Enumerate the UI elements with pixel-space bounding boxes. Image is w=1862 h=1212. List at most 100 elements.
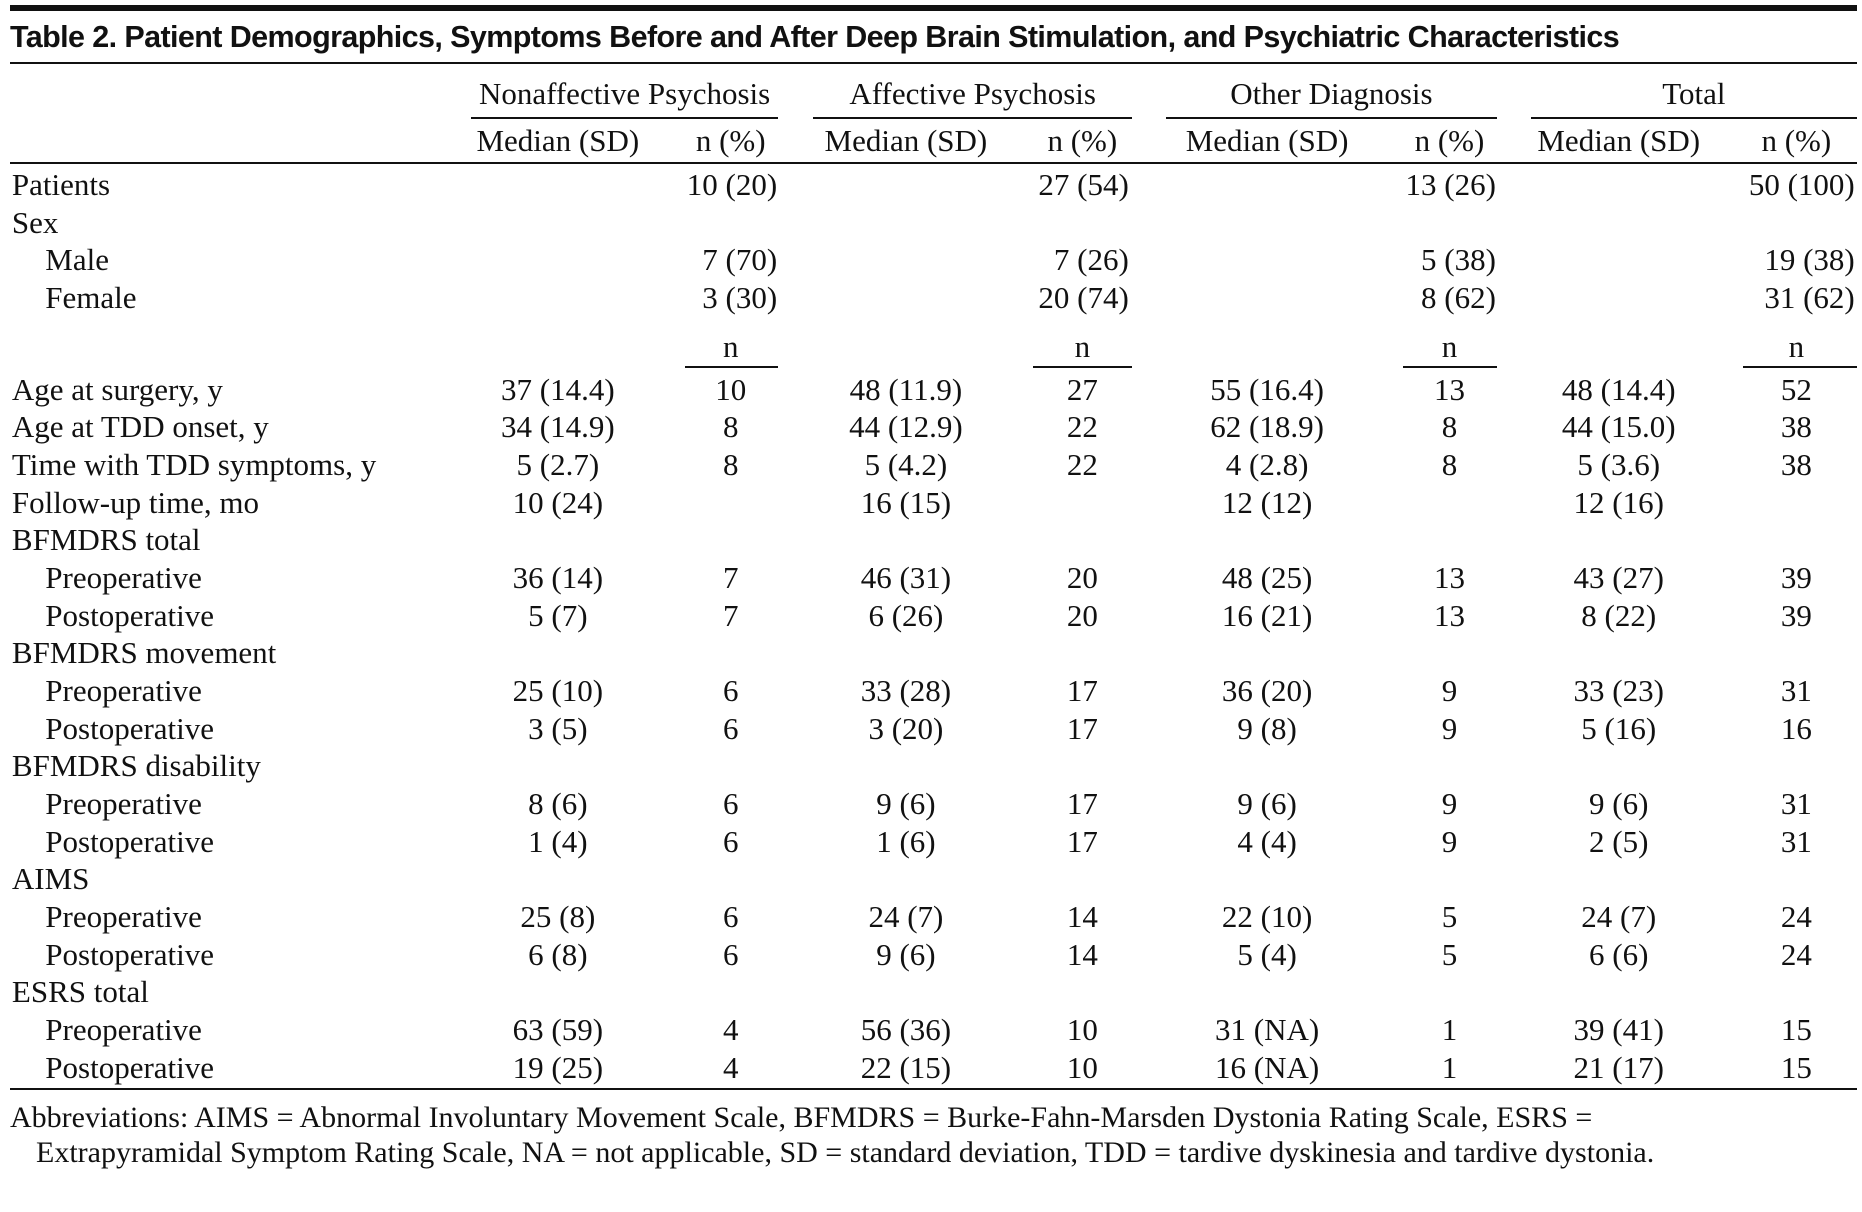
cell: 13	[1433, 371, 1465, 407]
row-label: Preoperative	[45, 673, 202, 709]
cell: 50 (100)	[1748, 166, 1855, 202]
cell: 10 (20)	[686, 166, 778, 202]
cell: 10	[715, 371, 747, 407]
cell: 4	[722, 1012, 739, 1048]
group-header: Nonaffective Psychosis	[478, 76, 771, 112]
group-header: Affective Psychosis	[849, 76, 1096, 112]
cell: 6 (26)	[868, 597, 944, 633]
cell: 1 (4)	[528, 823, 588, 859]
cell: 36 (20)	[1221, 673, 1313, 709]
cell: 31 (62)	[1764, 280, 1855, 316]
row-label: Patients	[11, 166, 111, 202]
row-label: Female	[45, 280, 137, 316]
cell: 13	[1433, 597, 1465, 633]
cell: 5	[1441, 936, 1458, 972]
row-label: Preoperative	[45, 1012, 202, 1048]
cell: 22	[1066, 447, 1098, 483]
cell: 5 (7)	[528, 597, 588, 633]
cell: 3 (20)	[868, 710, 944, 746]
cell: 44 (12.9)	[849, 409, 963, 445]
group-rule	[812, 116, 1133, 119]
cell: 24 (7)	[868, 899, 944, 935]
cell: 19 (25)	[512, 1049, 604, 1085]
cell: 6	[722, 936, 739, 972]
table-title: Table 2. Patient Demographics, Symptoms …	[10, 20, 1620, 54]
cell: 9 (8)	[1237, 710, 1297, 746]
group-rule	[1165, 116, 1498, 119]
cell: 48 (14.4)	[1561, 371, 1676, 407]
cell: 2 (5)	[1589, 823, 1649, 859]
row-label: Postoperative	[45, 1049, 215, 1085]
cell: 17	[1066, 786, 1098, 822]
cell: 39 (41)	[1573, 1012, 1664, 1048]
cell: 9 (6)	[876, 786, 936, 822]
cell: 1	[1441, 1012, 1458, 1048]
cell: 4	[722, 1049, 739, 1085]
cell: 39	[1780, 597, 1812, 633]
cell: 7 (26)	[1053, 242, 1129, 278]
cell: 39	[1780, 560, 1812, 596]
cell: 24	[1780, 936, 1812, 972]
cell: 62 (18.9)	[1210, 409, 1324, 445]
cell: 56 (36)	[860, 1012, 952, 1048]
row-label: Postoperative	[45, 823, 215, 859]
row-label: Time with TDD symptoms, y	[11, 447, 377, 483]
cell: 43 (27)	[1573, 560, 1664, 596]
cell: 6	[722, 786, 739, 822]
subheader: n (%)	[695, 122, 766, 158]
cell: 5 (4)	[1237, 936, 1297, 972]
n-header: n	[1441, 328, 1458, 364]
cell: 15	[1780, 1012, 1812, 1048]
cell: 8	[1441, 447, 1458, 483]
cell: 15	[1780, 1049, 1812, 1085]
cell: 6	[722, 673, 739, 709]
footnote: Abbreviations: AIMS = Abnormal Involunta…	[10, 1101, 1655, 1169]
cell: 8	[722, 447, 739, 483]
cell: 12 (12)	[1221, 484, 1313, 520]
cell: 6	[722, 823, 739, 859]
row-label: Preoperative	[45, 786, 202, 822]
cell: 16 (15)	[860, 484, 952, 520]
cell: 46 (31)	[860, 560, 952, 596]
bottom-table-rule	[9, 1088, 1858, 1091]
cell: 55 (16.4)	[1210, 371, 1324, 407]
cell: 21 (17)	[1573, 1049, 1664, 1085]
title-rule	[9, 61, 1858, 64]
cell: 5 (3.6)	[1577, 447, 1661, 483]
cell: 20	[1066, 597, 1098, 633]
cell: 14	[1066, 899, 1098, 935]
cell: 22 (10)	[1221, 899, 1313, 935]
subheader: Median (SD)	[824, 122, 988, 158]
cell: 25 (8)	[520, 899, 596, 935]
top-rule	[9, 4, 1858, 11]
row-label: Postoperative	[45, 936, 215, 972]
subheader: n (%)	[1414, 122, 1485, 158]
cell: 24	[1780, 899, 1812, 935]
cell: 16 (21)	[1221, 597, 1313, 633]
cell: 6	[722, 899, 739, 935]
cell: 19 (38)	[1764, 242, 1855, 278]
cell: 8 (22)	[1581, 597, 1657, 633]
cell: 27	[1066, 371, 1098, 407]
cell: 22	[1066, 409, 1098, 445]
cell: 63 (59)	[512, 1012, 604, 1048]
row-label: BFMDRS total	[11, 522, 201, 558]
cell: 38	[1780, 409, 1812, 445]
cell: 1	[1441, 1049, 1458, 1085]
cell: 8 (6)	[528, 786, 588, 822]
row-label: BFMDRS movement	[11, 635, 277, 671]
cell: 10	[1066, 1012, 1098, 1048]
n-rule	[1033, 365, 1133, 368]
subheader: n (%)	[1761, 122, 1832, 158]
cell: 17	[1066, 823, 1098, 859]
cell: 17	[1066, 673, 1098, 709]
subheader: Median (SD)	[1537, 122, 1701, 158]
cell: 9	[1441, 786, 1458, 822]
cell: 3 (5)	[528, 710, 588, 746]
cell: 36 (14)	[512, 560, 604, 596]
cell: 24 (7)	[1581, 899, 1657, 935]
row-label: Sex	[11, 204, 59, 240]
row-label: ESRS total	[11, 974, 149, 1010]
cell: 5 (16)	[1581, 710, 1657, 746]
cell: 13	[1433, 560, 1465, 596]
